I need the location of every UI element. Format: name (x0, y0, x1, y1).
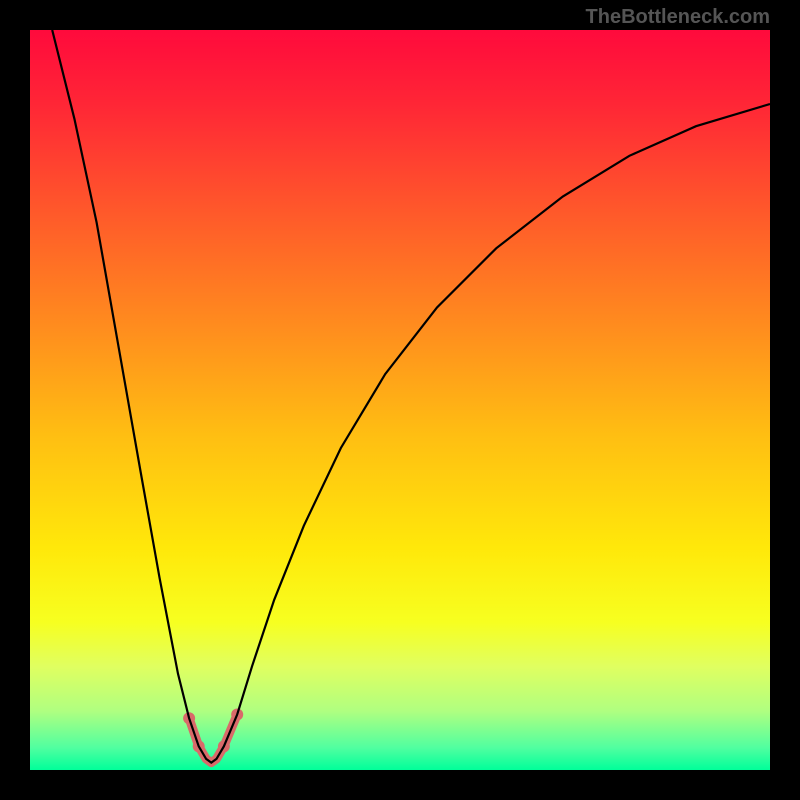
bottleneck-curve (30, 30, 770, 770)
watermark-text: TheBottleneck.com (586, 6, 770, 29)
main-curve-line (52, 30, 770, 763)
plot-area (30, 30, 770, 770)
